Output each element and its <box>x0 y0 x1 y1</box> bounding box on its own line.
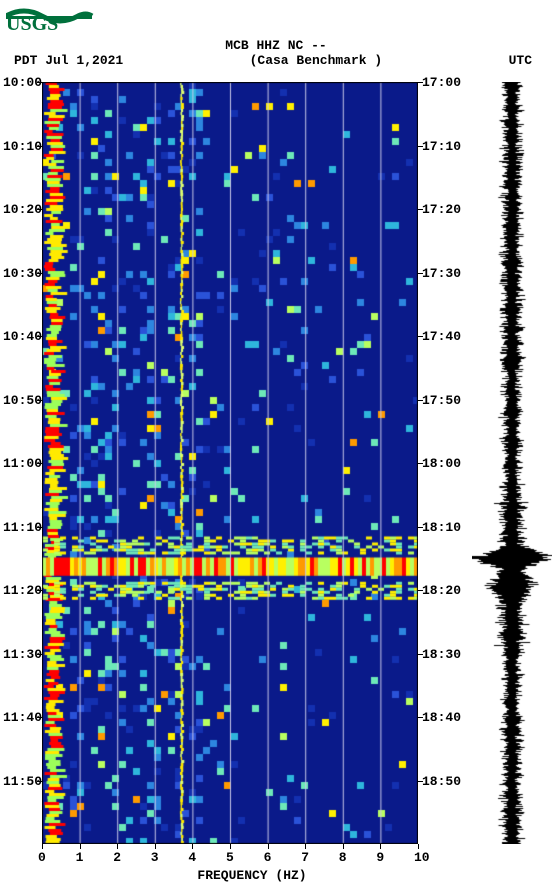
freq-tick: 5 <box>226 850 234 865</box>
utc-tick: 18:50 <box>422 774 462 789</box>
freq-tick: 3 <box>151 850 159 865</box>
tz-right: UTC <box>509 53 532 68</box>
x-axis-label: FREQUENCY (HZ) <box>42 868 462 883</box>
freq-tick: 9 <box>376 850 384 865</box>
pdt-tick: 11:40 <box>0 710 42 725</box>
freq-tick: 4 <box>188 850 196 865</box>
utc-tick: 18:20 <box>422 583 462 598</box>
station-name: (Casa Benchmark ) <box>250 53 383 68</box>
utc-tick: 18:30 <box>422 647 462 662</box>
pdt-tick: 10:40 <box>0 329 42 344</box>
freq-tick: 8 <box>339 850 347 865</box>
utc-tick: 17:20 <box>422 202 462 217</box>
utc-tick: 17:50 <box>422 393 462 408</box>
pdt-tick: 11:20 <box>0 583 42 598</box>
pdt-tick: 11:30 <box>0 647 42 662</box>
spectrogram-plot <box>42 82 418 844</box>
utc-tick: 17:00 <box>422 75 462 90</box>
pdt-tick: 10:50 <box>0 393 42 408</box>
utc-tick: 18:40 <box>422 710 462 725</box>
usgs-logo: USGS <box>6 4 96 36</box>
freq-tick: 7 <box>301 850 309 865</box>
date-left: PDT Jul 1,2021 <box>14 53 123 68</box>
freq-tick: 1 <box>76 850 84 865</box>
pdt-tick: 10:10 <box>0 139 42 154</box>
freq-tick: 10 <box>414 850 430 865</box>
utc-tick: 18:10 <box>422 520 462 535</box>
utc-tick: 17:30 <box>422 266 462 281</box>
pdt-tick: 10:20 <box>0 202 42 217</box>
utc-tick: 18:00 <box>422 456 462 471</box>
station-id: MCB HHZ NC -- <box>0 38 552 53</box>
pdt-tick: 11:10 <box>0 520 42 535</box>
freq-tick: 2 <box>113 850 121 865</box>
chart-header: MCB HHZ NC -- PDT Jul 1,2021 (Casa Bench… <box>0 38 552 68</box>
waveform-plot <box>472 82 552 844</box>
utc-tick: 17:40 <box>422 329 462 344</box>
pdt-tick: 10:30 <box>0 266 42 281</box>
pdt-tick: 11:00 <box>0 456 42 471</box>
pdt-tick: 10:00 <box>0 75 42 90</box>
freq-tick: 6 <box>264 850 272 865</box>
utc-tick: 17:10 <box>422 139 462 154</box>
pdt-tick: 11:50 <box>0 774 42 789</box>
svg-text:USGS: USGS <box>6 13 58 32</box>
freq-tick: 0 <box>38 850 46 865</box>
